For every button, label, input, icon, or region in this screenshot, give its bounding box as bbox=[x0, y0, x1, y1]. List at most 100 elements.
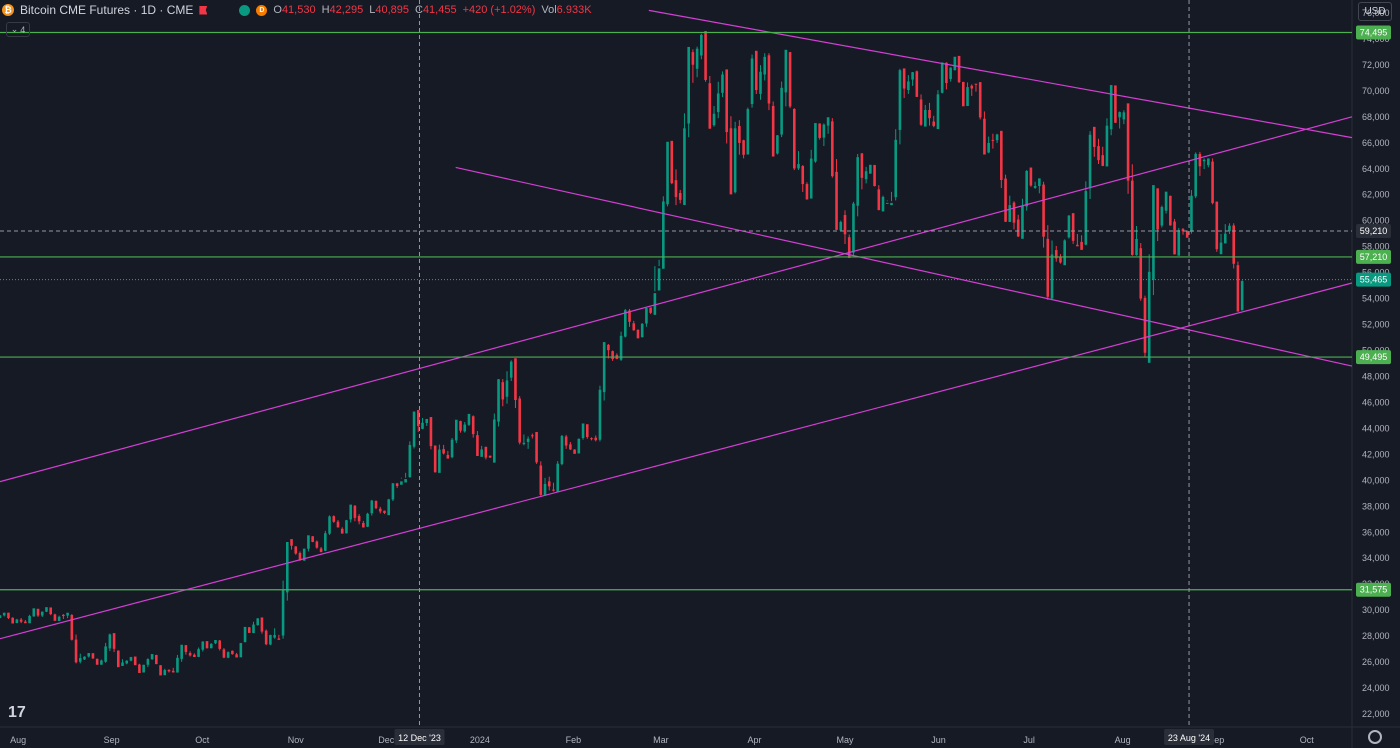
candle-body bbox=[814, 123, 817, 162]
candle-body bbox=[362, 522, 365, 528]
candles-group bbox=[0, 31, 1244, 676]
candle-body bbox=[581, 423, 585, 439]
candle-body bbox=[1088, 134, 1092, 189]
open-value: 41,530 bbox=[281, 4, 316, 16]
x-tick-label: Dec bbox=[378, 735, 395, 745]
candle-body bbox=[725, 69, 728, 133]
y-tick-label: 26,000 bbox=[1362, 657, 1390, 667]
candle-body bbox=[923, 109, 927, 127]
candle-body bbox=[117, 650, 120, 668]
candle-body bbox=[729, 128, 733, 195]
candle-body bbox=[1071, 213, 1075, 241]
candle-body bbox=[1185, 230, 1189, 238]
candle-body bbox=[894, 139, 897, 198]
candle-body bbox=[678, 193, 682, 200]
candle-body bbox=[142, 664, 145, 673]
candle-body bbox=[640, 323, 644, 338]
y-tick-label: 64,000 bbox=[1362, 164, 1390, 174]
candle-body bbox=[11, 617, 14, 624]
candle-body bbox=[708, 83, 712, 129]
candle-body bbox=[1198, 153, 1202, 167]
candle-body bbox=[860, 153, 864, 178]
candle-body bbox=[590, 438, 593, 440]
candle-body bbox=[991, 139, 995, 141]
candle-body bbox=[425, 418, 429, 424]
candle-body bbox=[733, 128, 737, 193]
candle-body bbox=[1177, 230, 1181, 256]
candle-body bbox=[784, 49, 788, 93]
candle-body bbox=[1122, 112, 1126, 120]
symbol-title[interactable]: Bitcoin CME Futures · 1D · CME bbox=[20, 3, 194, 17]
candle-body bbox=[193, 654, 196, 658]
candle-body bbox=[95, 658, 99, 665]
candle-body bbox=[518, 398, 521, 443]
candle-body bbox=[209, 643, 213, 649]
candle-body bbox=[835, 171, 838, 230]
candle-body bbox=[1025, 170, 1028, 207]
candle-body bbox=[577, 438, 581, 454]
currency-selector[interactable]: USD bbox=[1358, 2, 1392, 21]
candle-body bbox=[657, 268, 661, 291]
candle-body bbox=[231, 650, 234, 655]
candle-body bbox=[159, 665, 162, 676]
candle-body bbox=[945, 62, 948, 84]
y-tick-label: 66,000 bbox=[1362, 138, 1390, 148]
candle-body bbox=[442, 449, 445, 454]
candle-body bbox=[391, 483, 395, 500]
candle-body bbox=[459, 421, 462, 431]
candle-body bbox=[763, 56, 767, 75]
candle-body bbox=[632, 323, 636, 331]
time-marker-label: 23 Aug '24 bbox=[1168, 733, 1210, 743]
level-price-tag bbox=[1356, 350, 1391, 365]
candle-body bbox=[252, 624, 255, 634]
candle-body bbox=[328, 516, 331, 534]
candle-body bbox=[104, 646, 107, 662]
candle-body bbox=[564, 436, 568, 446]
y-tick-label: 42,000 bbox=[1362, 449, 1390, 459]
candle-body bbox=[936, 94, 940, 130]
candle-body bbox=[57, 616, 61, 622]
candle-body bbox=[573, 449, 576, 454]
candle-body bbox=[484, 446, 488, 458]
candle-body bbox=[1131, 180, 1134, 255]
indicators-toggle[interactable]: ⌄ 4 bbox=[6, 22, 30, 37]
level-price-label: 57,210 bbox=[1360, 252, 1388, 262]
crosshair-price-tag bbox=[1356, 223, 1391, 238]
candle-body bbox=[547, 481, 551, 487]
candle-body bbox=[1236, 265, 1240, 312]
candle-body bbox=[463, 424, 467, 432]
x-tick-label: Sep bbox=[104, 735, 120, 745]
candle-body bbox=[919, 99, 923, 125]
gear-icon[interactable] bbox=[1368, 730, 1382, 744]
candle-body bbox=[281, 589, 285, 636]
tradingview-logo-icon[interactable]: 17 bbox=[8, 704, 26, 721]
candle-body bbox=[235, 654, 238, 658]
candle-body bbox=[1223, 233, 1227, 244]
candle-body bbox=[1118, 112, 1121, 118]
candle-body bbox=[256, 618, 260, 626]
candle-body bbox=[611, 351, 614, 360]
candle-body bbox=[983, 118, 986, 155]
indicator-count: 4 bbox=[20, 24, 26, 35]
candle-body bbox=[674, 180, 678, 197]
y-tick-label: 62,000 bbox=[1362, 190, 1390, 200]
y-tick-label: 58,000 bbox=[1362, 242, 1390, 252]
candle-body bbox=[357, 515, 361, 522]
candle-body bbox=[497, 379, 500, 422]
candle-body bbox=[932, 121, 936, 126]
y-tick-label: 24,000 bbox=[1362, 683, 1390, 693]
candle-body bbox=[277, 638, 281, 640]
level-price-tag bbox=[1356, 249, 1391, 264]
candle-body bbox=[353, 505, 357, 518]
candle-body bbox=[260, 617, 264, 632]
candle-body bbox=[974, 83, 978, 85]
candle-body bbox=[898, 70, 902, 130]
candle-body bbox=[214, 639, 217, 644]
flag-icon[interactable] bbox=[199, 5, 208, 15]
candle-body bbox=[197, 649, 200, 657]
candle-body bbox=[847, 237, 851, 258]
candle-body bbox=[742, 140, 745, 155]
y-tick-label: 76,000 bbox=[1362, 8, 1390, 18]
candle-body bbox=[1033, 185, 1037, 188]
